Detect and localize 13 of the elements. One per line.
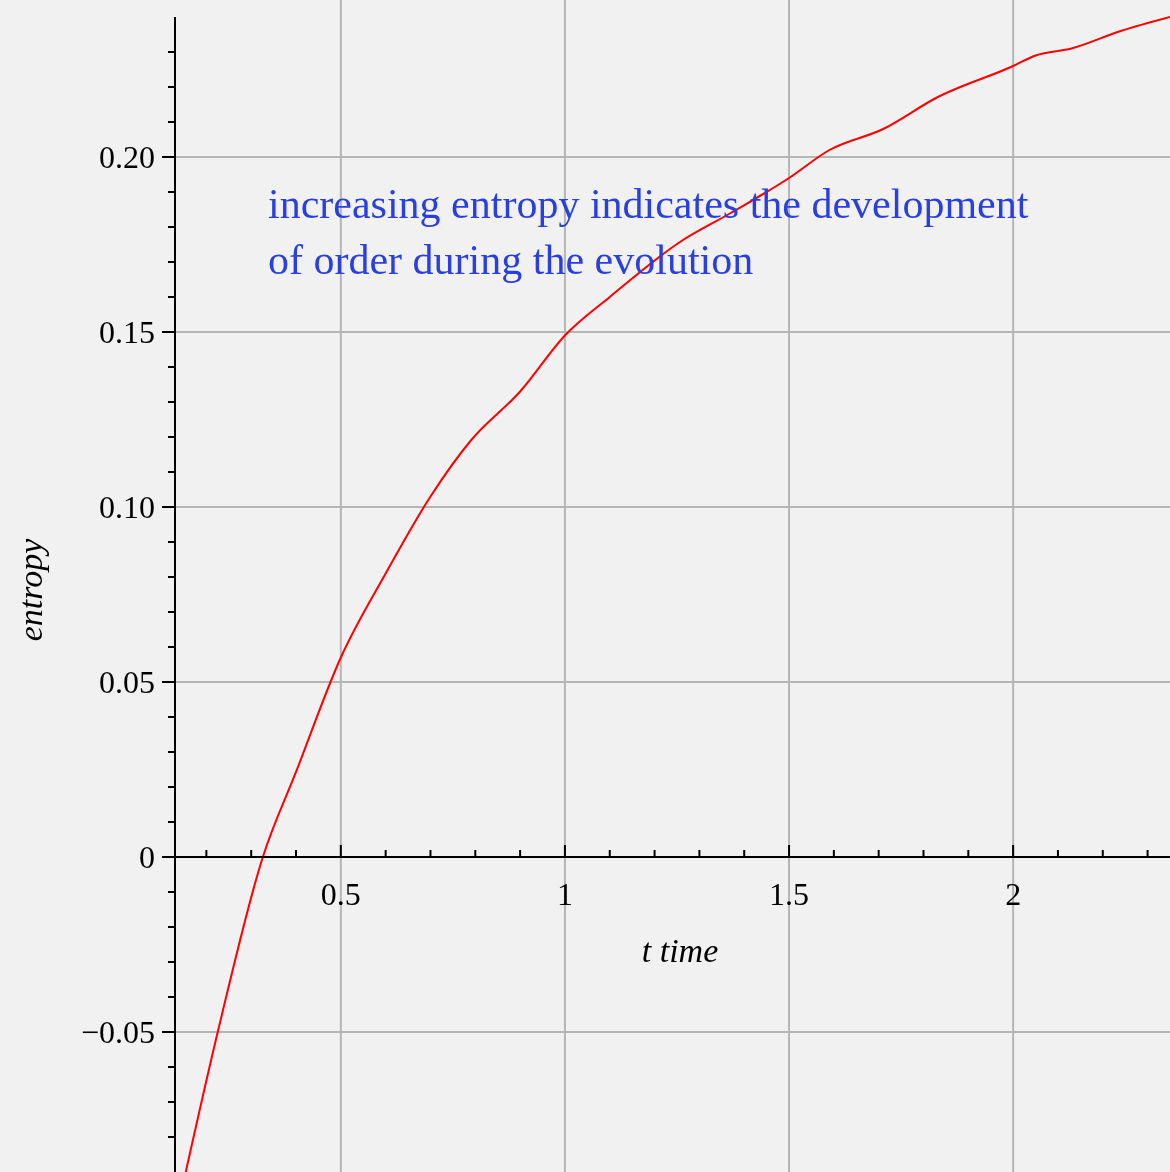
- x-tick-label: 2: [1005, 876, 1022, 912]
- x-tick-label: 0.5: [320, 876, 361, 912]
- x-tick-label: 1: [556, 876, 573, 912]
- x-axis-title: t time: [641, 932, 719, 969]
- y-tick-label: −0.05: [80, 1014, 155, 1051]
- y-axis-title: entropy: [12, 537, 49, 642]
- y-tick-label: 0.20: [99, 139, 155, 176]
- y-tick-label: 0: [139, 839, 155, 876]
- line-series: [184, 16, 1170, 1172]
- y-tick-label: 0.05: [99, 664, 155, 701]
- x-tick-label: 1.5: [769, 876, 810, 912]
- y-tick-label: 0.15: [99, 314, 155, 351]
- y-tick-label: 0.10: [99, 489, 155, 526]
